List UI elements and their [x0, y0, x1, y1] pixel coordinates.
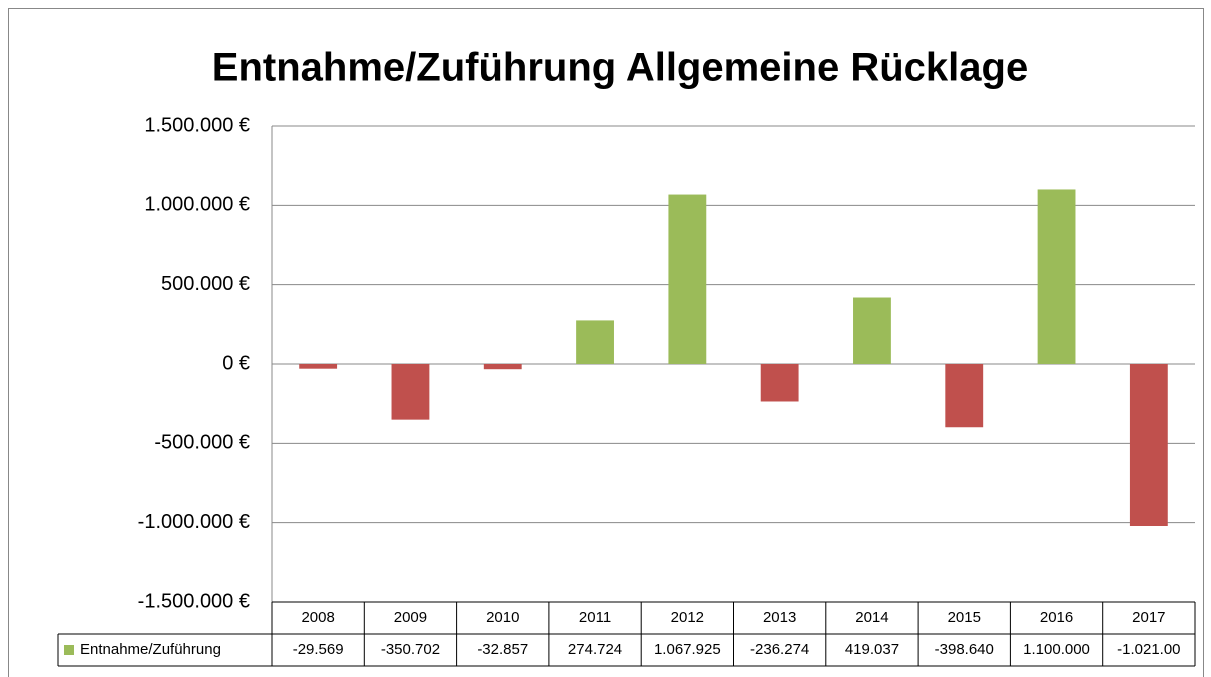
- x-tick-label: 2012: [671, 609, 704, 626]
- table-value: 419.037: [845, 641, 899, 658]
- x-tick-label: 2015: [948, 609, 981, 626]
- x-tick-label: 2011: [579, 609, 611, 626]
- table-value: 274.724: [568, 641, 622, 658]
- table-value: -398.640: [935, 641, 994, 658]
- legend-label: Entnahme/Zuführung: [80, 641, 221, 658]
- table-value: -350.702: [381, 641, 440, 658]
- y-tick-label: 500.000 €: [161, 273, 250, 295]
- x-tick-label: 2017: [1132, 609, 1165, 626]
- legend-marker: [64, 645, 74, 655]
- y-tick-label: -500.000 €: [154, 432, 250, 454]
- bar: [853, 297, 891, 364]
- y-tick-label: -1.500.000 €: [138, 590, 250, 612]
- y-tick-label: -1.000.000 €: [138, 511, 250, 533]
- bar: [391, 364, 430, 420]
- x-tick-label: 2010: [486, 609, 519, 626]
- bar: [1037, 189, 1076, 364]
- x-tick-label: 2013: [763, 609, 796, 626]
- y-tick-label: 0 €: [222, 352, 250, 374]
- chart-border: [8, 8, 1204, 677]
- chart-title: Entnahme/Zuführung Allgemeine Rücklage: [212, 46, 1028, 90]
- bar: [1129, 364, 1168, 526]
- x-tick-label: 2014: [855, 609, 888, 626]
- x-tick-label: 2009: [394, 609, 427, 626]
- y-tick-label: 1.500.000 €: [144, 114, 250, 136]
- table-value: -1.021.00: [1117, 641, 1180, 658]
- table-value: 1.067.925: [654, 641, 721, 658]
- bar: [483, 364, 522, 370]
- bar: [945, 364, 984, 428]
- y-tick-label: 1.000.000 €: [144, 194, 250, 216]
- table-value: -236.274: [750, 641, 809, 658]
- bar: [299, 364, 338, 369]
- table-value: -29.569: [293, 641, 344, 658]
- x-tick-label: 2016: [1040, 609, 1073, 626]
- x-tick-label: 2008: [301, 609, 334, 626]
- table-value: -32.857: [477, 641, 528, 658]
- table-value: 1.100.000: [1023, 641, 1090, 658]
- bar: [760, 364, 799, 402]
- bar: [576, 320, 614, 364]
- bar: [668, 194, 707, 364]
